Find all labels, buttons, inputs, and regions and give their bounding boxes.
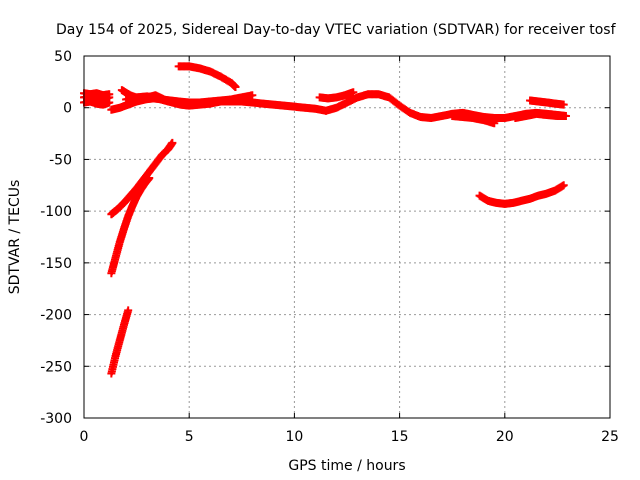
y-tick-label: -100 <box>40 204 72 220</box>
data-series-segment <box>315 88 358 103</box>
x-axis-label: GPS time / hours <box>288 458 405 474</box>
y-tick-label: 50 <box>54 49 72 65</box>
data-point-marker <box>105 90 114 99</box>
chart-title: Day 154 of 2025, Sidereal Day-to-day VTE… <box>56 22 617 38</box>
data-series-segment <box>107 138 177 219</box>
data-series-segment <box>80 97 114 109</box>
data-series-segment <box>526 96 568 109</box>
x-tick-label: 5 <box>185 429 194 445</box>
y-tick-label: -50 <box>49 152 72 168</box>
y-axis-label: SDTVAR / TECUs <box>7 180 23 295</box>
data-points <box>80 62 570 378</box>
data-point-marker <box>559 100 568 109</box>
y-tick-label: -300 <box>40 411 72 427</box>
data-point-marker <box>231 83 240 92</box>
x-tick-label: 25 <box>601 429 619 445</box>
plot-frame <box>83 55 611 419</box>
data-series-segment <box>448 111 499 128</box>
data-point-marker <box>561 111 570 120</box>
data-point-marker <box>124 306 133 315</box>
data-point-marker <box>349 88 358 97</box>
x-tick-label: 20 <box>496 429 514 445</box>
data-point-marker <box>559 181 568 190</box>
data-series-segment <box>107 174 154 278</box>
data-series-segment <box>174 62 240 92</box>
data-point-marker <box>248 91 257 100</box>
y-tick-label: -200 <box>40 308 72 324</box>
data-point-marker <box>168 138 177 147</box>
data-series-segment <box>475 181 568 208</box>
y-tick-label: 0 <box>63 101 72 117</box>
x-tick-label: 0 <box>80 429 89 445</box>
y-tick-label: -250 <box>40 359 72 375</box>
y-tick-label: -150 <box>40 256 72 272</box>
axis-ticks: 0 5 10 15 20 25 50 0 -50 -100 -150 -200 -250 -300 <box>40 49 619 445</box>
data-point-marker <box>145 174 154 183</box>
data-series-segment <box>122 92 236 109</box>
data-point-marker <box>227 95 236 104</box>
data-point-marker <box>490 119 499 128</box>
data-series-segment <box>511 109 570 123</box>
data-point-marker <box>105 98 114 107</box>
data-series-segment <box>107 306 133 378</box>
x-tick-label: 10 <box>285 429 303 445</box>
x-tick-label: 15 <box>391 429 409 445</box>
